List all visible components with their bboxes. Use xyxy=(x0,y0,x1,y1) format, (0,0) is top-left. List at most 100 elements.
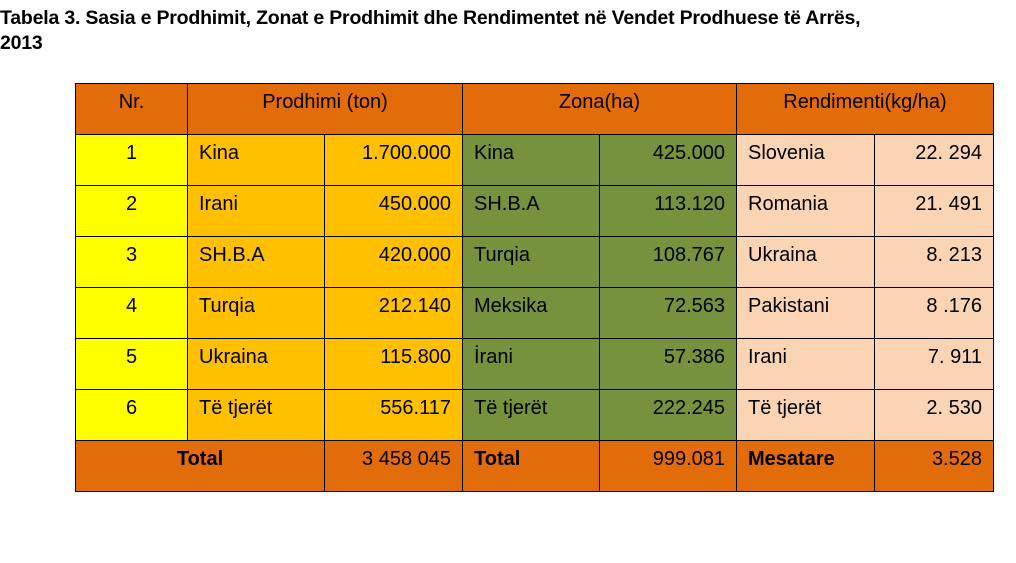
zona-value-text: 222.245 xyxy=(652,397,725,419)
header-prodhimi-label: Prodhimi (ton) xyxy=(262,91,388,113)
rendimenti-value-text: 21. 491 xyxy=(915,193,982,215)
rendimenti-country: Slovenia xyxy=(736,134,875,186)
rendimenti-value: 7. 911 xyxy=(874,338,994,390)
zona-country: İrani xyxy=(462,338,600,390)
prodhimi-country: SH.B.A xyxy=(187,236,325,288)
rendimenti-country-text: Romania xyxy=(748,193,829,215)
rendimenti-value-text: 8. 213 xyxy=(926,244,982,266)
zona-value: 113.120 xyxy=(599,185,737,237)
prodhimi-country: Kina xyxy=(187,134,325,186)
row-number: 4 xyxy=(75,287,188,339)
prodhimi-value: 1.700.000 xyxy=(324,134,463,186)
total-prodhimi-value-text: 3 458 045 xyxy=(362,448,451,470)
zona-country: SH.B.A xyxy=(462,185,600,237)
rendimenti-country-text: Të tjerët xyxy=(748,397,822,419)
table-row: 2 Irani 450.000 SH.B.A 113.120 Romania 2… xyxy=(75,185,994,237)
row-number-text: 1 xyxy=(125,142,138,164)
prodhimi-country: Ukraina xyxy=(187,338,325,390)
prodhimi-value: 115.800 xyxy=(324,338,463,390)
rendimenti-country-text: Pakistani xyxy=(748,295,830,317)
rendimenti-country-text: Slovenia xyxy=(748,142,825,164)
zona-value: 425.000 xyxy=(599,134,737,186)
zona-country: Meksika xyxy=(462,287,600,339)
rendimenti-country: Pakistani xyxy=(736,287,875,339)
total-zona-value: 999.081 xyxy=(599,440,737,492)
prodhimi-country: Irani xyxy=(187,185,325,237)
prodhimi-value-text: 420.000 xyxy=(378,244,451,266)
rendimenti-value: 21. 491 xyxy=(874,185,994,237)
zona-value: 57.386 xyxy=(599,338,737,390)
zona-country-text: Meksika xyxy=(474,295,548,317)
zona-country-text: Turqia xyxy=(474,244,530,266)
prodhimi-value-text: 115.800 xyxy=(380,346,451,368)
rendimenti-value-text: 7. 911 xyxy=(927,346,982,368)
row-number: 1 xyxy=(75,134,188,186)
zona-value: 108.767 xyxy=(599,236,737,288)
prodhimi-country-text: Irani xyxy=(199,193,238,215)
header-nr: Nr. xyxy=(75,83,188,135)
prodhimi-country: Turqia xyxy=(187,287,325,339)
zona-country: Kina xyxy=(462,134,600,186)
rendimenti-value: 8. 213 xyxy=(874,236,994,288)
prodhimi-value-text: 556.117 xyxy=(380,397,451,419)
prodhimi-value: 420.000 xyxy=(324,236,463,288)
header-nr-label: Nr. xyxy=(118,91,145,113)
prodhimi-country-text: Ukraina xyxy=(199,346,268,368)
zona-country: Të tjerët xyxy=(462,389,600,441)
zona-value-text: 72.563 xyxy=(663,295,725,317)
table-row: 4 Turqia 212.140 Meksika 72.563 Pakistan… xyxy=(75,287,994,339)
row-number: 6 xyxy=(75,389,188,441)
rendimenti-value-text: 2. 530 xyxy=(926,397,982,419)
row-number-text: 4 xyxy=(125,295,138,317)
average-rendimenti-label: Mesatare xyxy=(736,440,875,492)
row-number: 3 xyxy=(75,236,188,288)
prodhimi-value: 450.000 xyxy=(324,185,463,237)
prodhimi-country-text: SH.B.A xyxy=(199,244,265,266)
header-rendimenti: Rendimenti(kg/ha) xyxy=(736,83,994,135)
zona-value-text: 425.000 xyxy=(652,142,725,164)
header-row: Nr. Prodhimi (ton) Zona(ha) Rendimenti(k… xyxy=(75,83,994,135)
rendimenti-country: Të tjerët xyxy=(736,389,875,441)
average-rendimenti-value: 3.528 xyxy=(874,440,994,492)
zona-value-text: 57.386 xyxy=(663,346,725,368)
header-rendimenti-label: Rendimenti(kg/ha) xyxy=(783,91,947,113)
prodhimi-value: 556.117 xyxy=(324,389,463,441)
prodhimi-value-text: 450.000 xyxy=(378,193,451,215)
table-row: 3 SH.B.A 420.000 Turqia 108.767 Ukraina … xyxy=(75,236,994,288)
zona-value-text: 113.120 xyxy=(654,193,725,215)
prodhimi-country: Të tjerët xyxy=(187,389,325,441)
prodhimi-country-text: Turqia xyxy=(199,295,255,317)
header-zona-label: Zona(ha) xyxy=(558,91,641,113)
header-prodhimi: Prodhimi (ton) xyxy=(187,83,463,135)
table-row: 6 Të tjerët 556.117 Të tjerët 222.245 Të… xyxy=(75,389,994,441)
zona-country: Turqia xyxy=(462,236,600,288)
row-number-text: 3 xyxy=(125,244,138,266)
rendimenti-country: Romania xyxy=(736,185,875,237)
zona-country-text: İrani xyxy=(474,346,513,368)
table-row: 5 Ukraina 115.800 İrani 57.386 Irani 7. … xyxy=(75,338,994,390)
rendimenti-country-text: Ukraina xyxy=(748,244,817,266)
total-zona-label-text: Total xyxy=(474,448,521,470)
zona-country-text: SH.B.A xyxy=(474,193,540,215)
average-rendimenti-label-text: Mesatare xyxy=(748,448,835,470)
rendimenti-country: Ukraina xyxy=(736,236,875,288)
prodhimi-country-text: Të tjerët xyxy=(199,397,273,419)
walnut-production-table: Nr. Prodhimi (ton) Zona(ha) Rendimenti(k… xyxy=(75,83,994,492)
total-zona-value-text: 999.081 xyxy=(652,448,725,470)
prodhimi-value: 212.140 xyxy=(324,287,463,339)
total-zona-label: Total xyxy=(462,440,600,492)
rendimenti-country: Irani xyxy=(736,338,875,390)
zona-country-text: Kina xyxy=(474,142,515,164)
prodhimi-value-text: 212.140 xyxy=(378,295,451,317)
rendimenti-value: 22. 294 xyxy=(874,134,994,186)
header-zona: Zona(ha) xyxy=(462,83,737,135)
rendimenti-value: 8 .176 xyxy=(874,287,994,339)
row-number-text: 5 xyxy=(125,346,138,368)
total-prodhimi-value: 3 458 045 xyxy=(324,440,463,492)
zona-value-text: 108.767 xyxy=(652,244,725,266)
zona-value: 222.245 xyxy=(599,389,737,441)
rendimenti-country-text: Irani xyxy=(748,346,787,368)
zona-country-text: Të tjerët xyxy=(474,397,548,419)
row-number: 5 xyxy=(75,338,188,390)
rendimenti-value-text: 22. 294 xyxy=(915,142,982,164)
